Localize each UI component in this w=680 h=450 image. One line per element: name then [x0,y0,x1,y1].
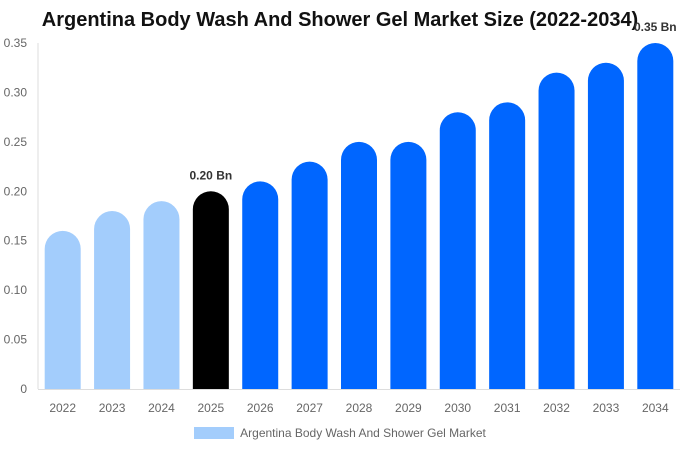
x-tick-label: 2026 [247,401,274,415]
bar-2027 [291,161,328,389]
data-label-2025: 0.20 Bn [190,168,233,182]
x-tick-label: 2024 [148,401,175,415]
bar-2033 [587,62,624,390]
bar-2032 [538,72,575,390]
bar-2030 [439,112,476,389]
x-tick-label: 2022 [49,401,76,415]
x-tick-label: 2023 [99,401,126,415]
bar-2031 [489,102,526,389]
bar-2023 [94,211,131,389]
bar-2025 [192,191,229,389]
y-tick-label: 0.20 [4,184,28,198]
bar-2028 [341,141,377,389]
y-tick-label: 0.10 [4,283,28,297]
legend-label: Argentina Body Wash And Shower Gel Marke… [240,426,486,440]
x-tick-label: 2025 [197,401,224,415]
x-tick-label: 2033 [593,401,620,415]
y-tick-label: 0.05 [4,333,28,347]
x-tick-label: 2031 [494,401,521,415]
x-tick-label: 2030 [444,401,471,415]
bar-2022 [44,230,81,389]
x-tick-label: 2028 [346,401,373,415]
bar-2034 [637,43,674,389]
y-tick-label: 0.25 [4,135,28,149]
y-tick-label: 0.15 [4,234,28,248]
x-tick-label: 2027 [296,401,323,415]
x-tick-label: 2034 [642,401,669,415]
legend-swatch [194,427,235,439]
y-tick-label: 0.35 [4,36,28,50]
bar-2029 [390,141,427,389]
y-tick-label: 0.30 [4,85,28,99]
bar-2024 [143,201,180,389]
chart-title: Argentina Body Wash And Shower Gel Marke… [41,9,639,31]
y-tick-label: 0 [20,382,27,396]
data-label-2034: 0.35 Bn [634,20,677,34]
x-tick-label: 2029 [395,401,422,415]
legend: Argentina Body Wash And Shower Gel Marke… [0,426,680,440]
x-tick-label: 2032 [543,401,570,415]
bar-2026 [242,181,279,389]
